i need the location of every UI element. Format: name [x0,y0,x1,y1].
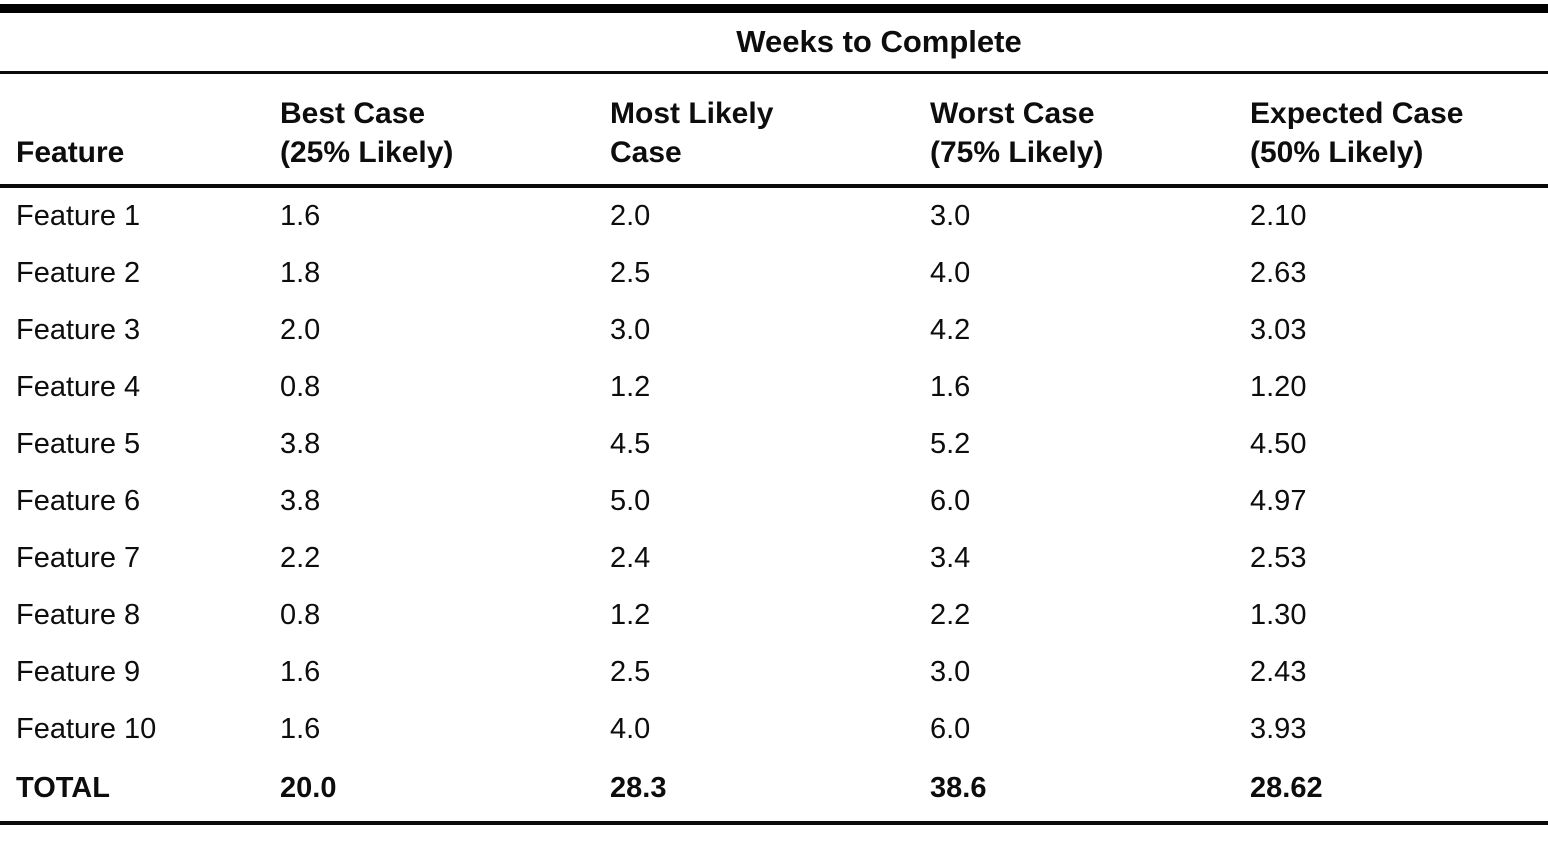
worst-case-cell: 1.6 [930,371,971,403]
table-row: Feature 5 3.8 4.5 5.2 4.50 [0,416,1548,473]
worst-case-cell: 6.0 [930,713,971,745]
column-header-line: Feature [16,136,125,169]
feature-cell: Feature 7 [16,542,141,574]
expected-case-cell: 2.53 [1250,542,1307,574]
column-header-expected-case: Expected Case (50% Likely) [1250,72,1548,188]
estimation-table: Weeks to Complete Feature Best Case (25%… [0,4,1548,825]
total-expected-case-cell: 28.62 [1250,758,1548,825]
expected-case-cell: 1.30 [1250,599,1307,631]
expected-case-cell: 2.63 [1250,257,1307,289]
best-case-cell: 2.2 [280,542,321,574]
table-row: Feature 1 1.6 2.0 3.0 2.10 [0,186,1548,245]
best-case-cell: 3.8 [280,485,321,517]
worst-case-cell: 3.0 [930,656,971,688]
expected-case-cell: 2.43 [1250,656,1307,688]
column-header-line: (75% Likely) [930,136,1104,169]
most-likely-cell: 2.5 [610,257,651,289]
best-case-cell: 1.6 [280,656,321,688]
best-case-cell: 0.8 [280,599,321,631]
table-row: Feature 4 0.8 1.2 1.6 1.20 [0,359,1548,416]
best-case-cell: 2.0 [280,314,321,346]
feature-cell: Feature 3 [16,314,141,346]
most-likely-cell: 5.0 [610,485,651,517]
worst-case-cell: 3.4 [930,542,971,574]
table-row: Feature 6 3.8 5.0 6.0 4.97 [0,473,1548,530]
total-label-cell: TOTAL [0,758,280,825]
column-header-line: Best Case [280,97,426,130]
expected-case-cell: 1.20 [1250,371,1307,403]
column-header-best-case: Best Case (25% Likely) [280,72,610,188]
best-case-cell: 1.8 [280,257,321,289]
feature-cell: Feature 1 [16,200,141,232]
table-spanner-row: Weeks to Complete [0,4,1548,74]
total-most-likely-cell: 28.3 [610,758,930,825]
worst-case-cell: 6.0 [930,485,971,517]
expected-case-cell: 2.10 [1250,200,1307,232]
column-header-most-likely-case: Most Likely Case [610,72,930,188]
worst-case-cell: 4.0 [930,257,971,289]
table-total-row: TOTAL 20.0 28.3 38.6 28.62 [0,758,1548,825]
most-likely-cell: 2.0 [610,200,651,232]
column-header-feature: Feature [0,72,280,188]
column-header-line: Expected Case [1250,97,1464,130]
expected-case-cell: 3.03 [1250,314,1307,346]
feature-cell: Feature 10 [16,713,157,745]
column-header-line: (50% Likely) [1250,136,1424,169]
most-likely-cell: 4.0 [610,713,651,745]
table-row: Feature 9 1.6 2.5 3.0 2.43 [0,644,1548,701]
best-case-cell: 3.8 [280,428,321,460]
table-row: Feature 7 2.2 2.4 3.4 2.53 [0,530,1548,587]
worst-case-cell: 2.2 [930,599,971,631]
best-case-cell: 1.6 [280,713,321,745]
feature-cell: Feature 6 [16,485,141,517]
most-likely-cell: 2.4 [610,542,651,574]
table-row: Feature 8 0.8 1.2 2.2 1.30 [0,587,1548,644]
table-row: Feature 2 1.8 2.5 4.0 2.63 [0,245,1548,302]
table-title: Weeks to Complete [736,24,1022,59]
most-likely-cell: 1.2 [610,371,651,403]
most-likely-cell: 1.2 [610,599,651,631]
worst-case-cell: 5.2 [930,428,971,460]
expected-case-cell: 4.97 [1250,485,1307,517]
total-best-case-cell: 20.0 [280,758,610,825]
best-case-cell: 1.6 [280,200,321,232]
feature-cell: Feature 9 [16,656,141,688]
most-likely-cell: 2.5 [610,656,651,688]
total-worst-case-cell: 38.6 [930,758,1250,825]
table-row: Feature 3 2.0 3.0 4.2 3.03 [0,302,1548,359]
feature-cell: Feature 2 [16,257,141,289]
best-case-cell: 0.8 [280,371,321,403]
feature-cell: Feature 4 [16,371,141,403]
column-header-line: (25% Likely) [280,136,454,169]
column-header-line: Case [610,136,682,169]
most-likely-cell: 4.5 [610,428,651,460]
table-row: Feature 10 1.6 4.0 6.0 3.93 [0,701,1548,758]
column-header-line: Most Likely [610,97,774,130]
expected-case-cell: 3.93 [1250,713,1307,745]
column-header-worst-case: Worst Case (75% Likely) [930,72,1250,188]
expected-case-cell: 4.50 [1250,428,1307,460]
column-header-line: Worst Case [930,97,1095,130]
feature-cell: Feature 5 [16,428,141,460]
most-likely-cell: 3.0 [610,314,651,346]
worst-case-cell: 3.0 [930,200,971,232]
table-header-row: Feature Best Case (25% Likely) Most Like… [0,72,1548,188]
table-title-cell: Weeks to Complete [0,4,1548,74]
feature-cell: Feature 8 [16,599,141,631]
worst-case-cell: 4.2 [930,314,971,346]
